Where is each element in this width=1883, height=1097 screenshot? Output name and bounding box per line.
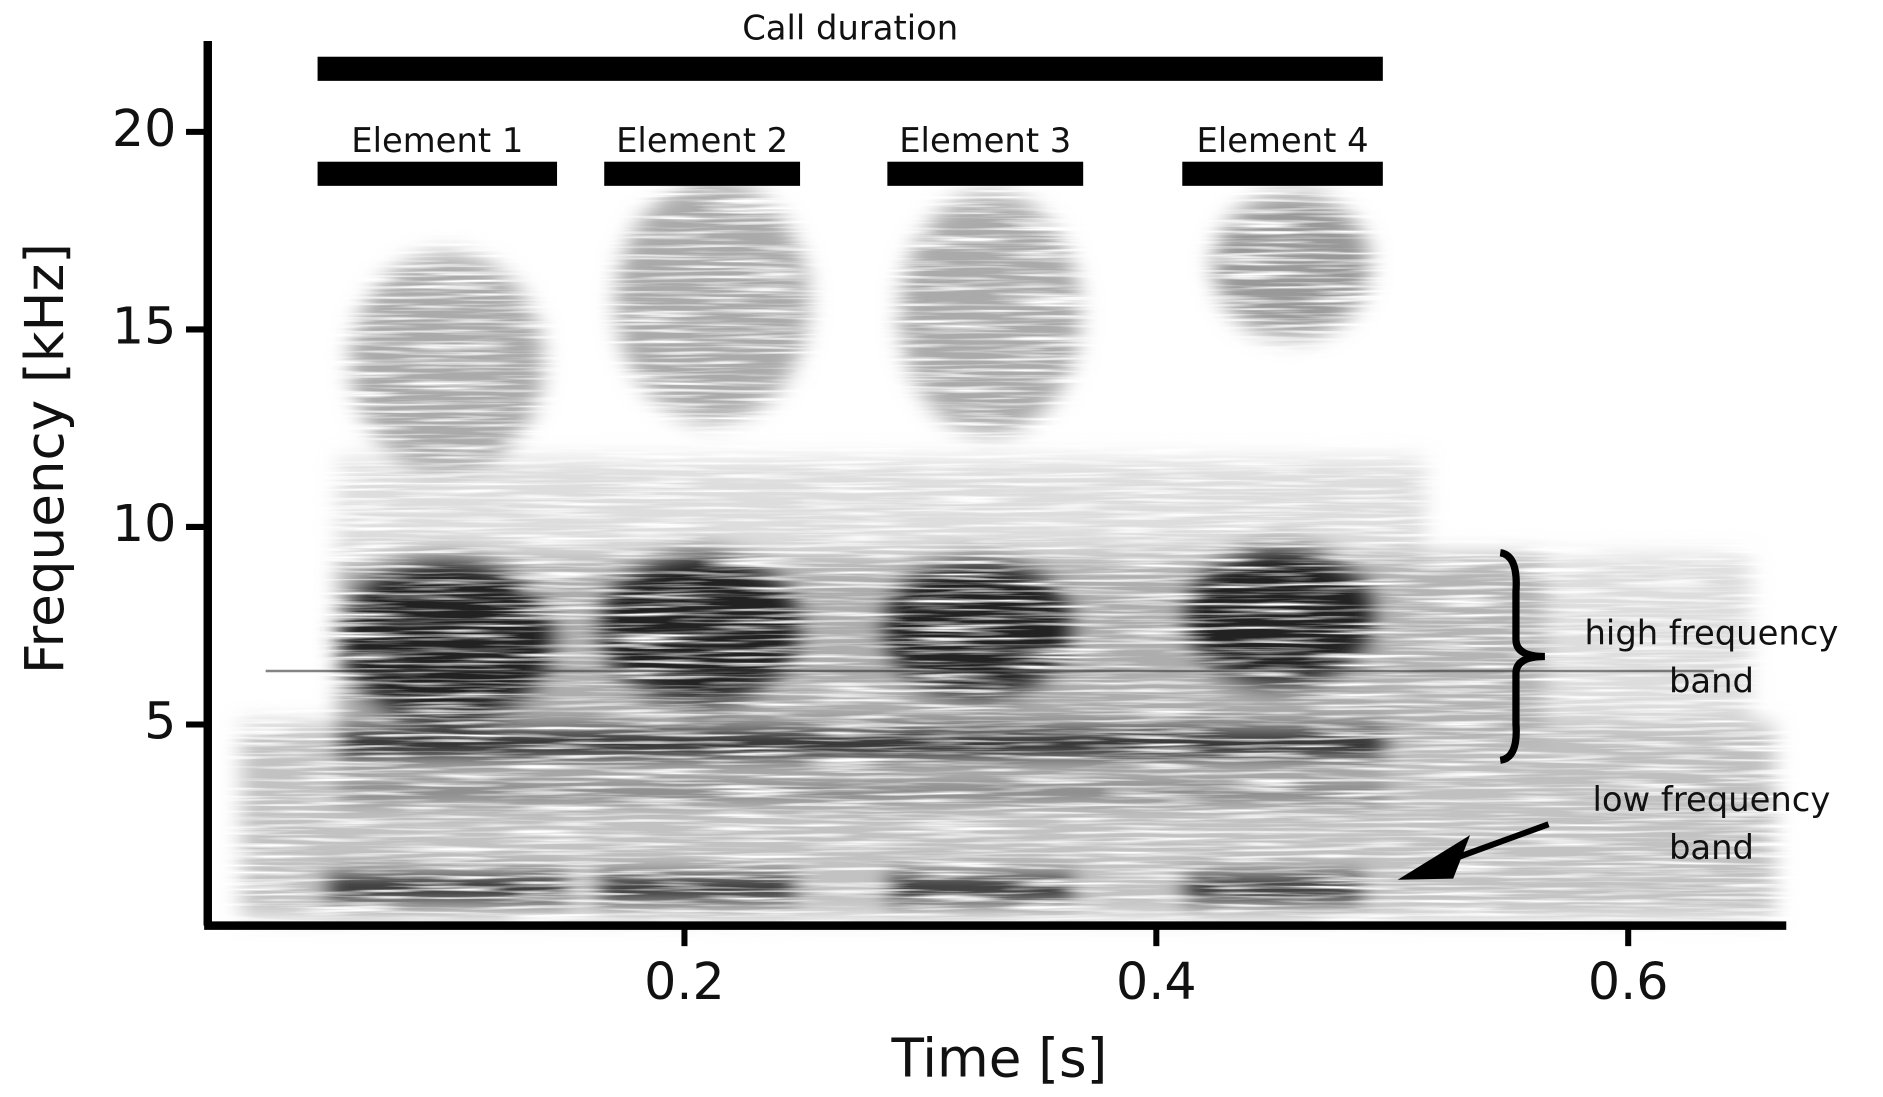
span-bar <box>1182 161 1383 186</box>
span-label: Element 2 <box>616 121 788 160</box>
span-bar <box>317 161 558 186</box>
x-tick-label: 0.2 <box>644 952 725 1011</box>
x-tick-label: 0.4 <box>1116 952 1197 1011</box>
y-tick-label: 15 <box>112 296 176 355</box>
annotation: low frequency <box>1593 780 1831 819</box>
y-tick-label: 5 <box>144 691 176 750</box>
span-label: Call duration <box>742 9 958 48</box>
y-tick-label: 20 <box>112 99 176 158</box>
y-tick-label: 10 <box>112 494 176 553</box>
y-axis-label: Frequency [kHz] <box>14 243 76 674</box>
span-label: Element 1 <box>351 121 523 160</box>
span-label: Element 4 <box>1197 121 1369 160</box>
annotation: band <box>1669 662 1754 701</box>
x-tick-label: 0.6 <box>1588 952 1669 1011</box>
spectrogram <box>241 181 1775 918</box>
span-label: Element 3 <box>899 121 1071 160</box>
span-bar <box>604 161 801 186</box>
annotation: high frequency <box>1585 613 1839 652</box>
arrow-head <box>1397 835 1471 880</box>
span-bar <box>887 161 1084 186</box>
span-bar <box>317 56 1383 81</box>
x-axis-label: Time [s] <box>890 1028 1107 1090</box>
annotation: band <box>1669 828 1754 867</box>
brace <box>1499 549 1545 764</box>
